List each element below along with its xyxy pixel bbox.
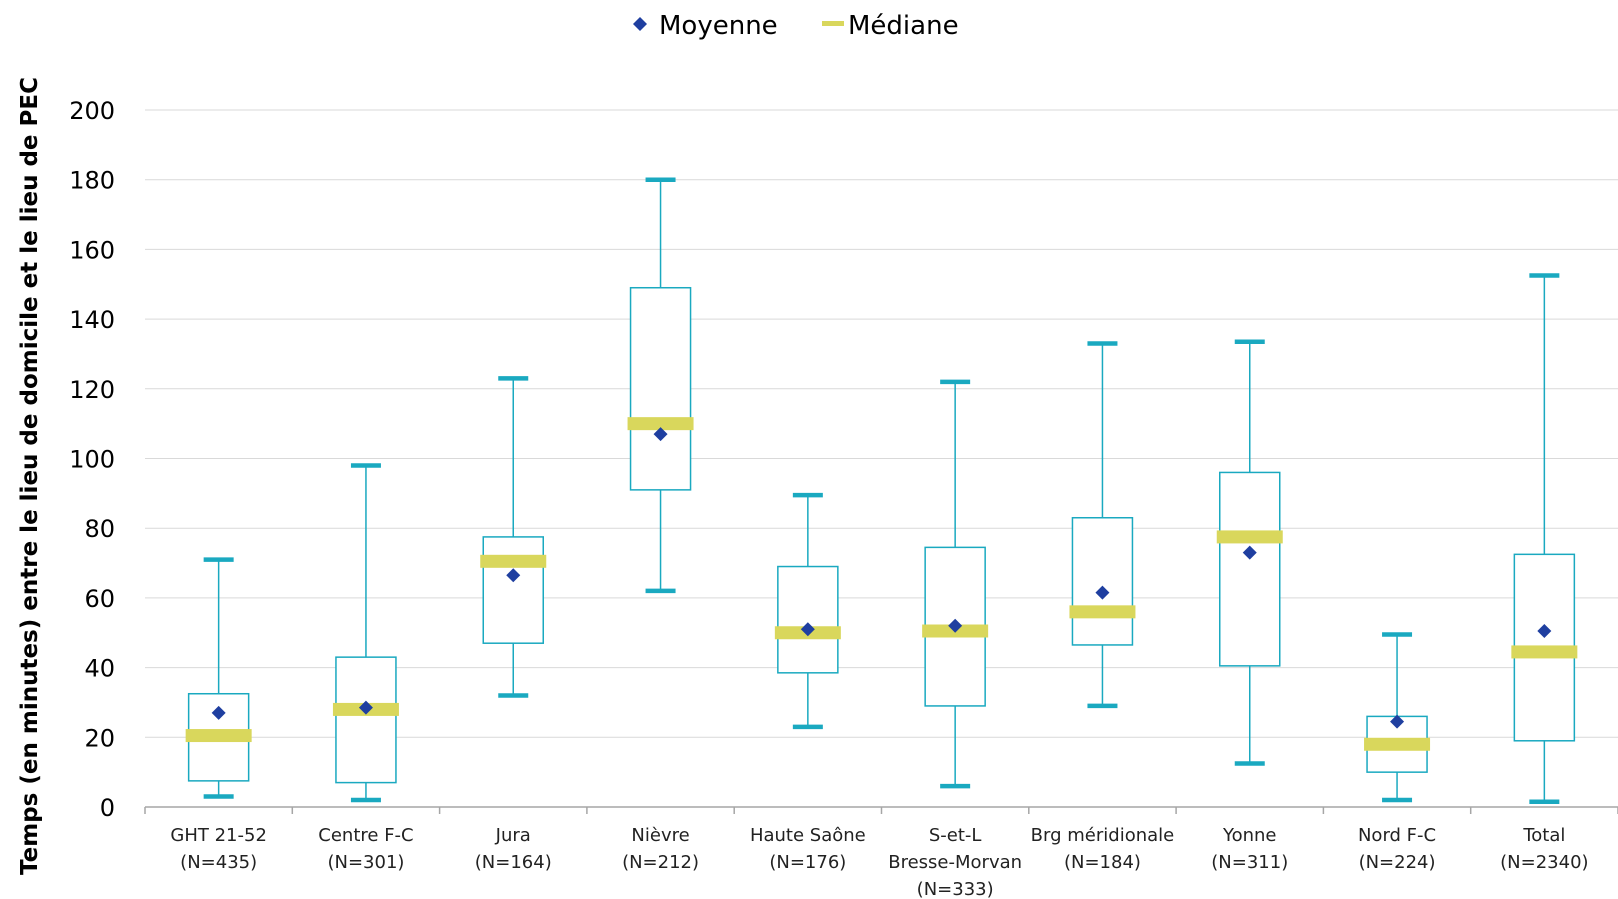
median-bar xyxy=(185,729,252,743)
x-category-label: (N=176) xyxy=(769,852,846,873)
y-tick-label: 40 xyxy=(84,655,115,683)
x-category-label: (N=2340) xyxy=(1500,852,1588,873)
box-group xyxy=(185,557,252,799)
box-group xyxy=(1511,273,1578,805)
y-tick-label: 80 xyxy=(84,515,115,543)
y-tick-label: 140 xyxy=(69,306,115,334)
box-iqr xyxy=(482,536,544,644)
x-category-label: Jura xyxy=(495,825,531,846)
box-iqr xyxy=(1219,471,1281,667)
x-category-label: (N=333) xyxy=(917,879,994,899)
x-category-label: Brg méridionale xyxy=(1031,825,1175,846)
x-category-label: Centre F-C xyxy=(318,825,413,846)
y-tick-label: 120 xyxy=(69,376,115,404)
mean-marker xyxy=(653,427,668,442)
median-bar xyxy=(1511,645,1578,659)
x-category-label: Yonne xyxy=(1222,825,1277,846)
y-tick-label: 200 xyxy=(69,97,115,125)
mean-marker xyxy=(1390,714,1405,729)
x-category-label: (N=301) xyxy=(327,852,404,873)
y-axis-label: Temps (en minutes) entre le lieu de domi… xyxy=(17,77,43,875)
mean-marker xyxy=(506,568,521,583)
box-iqr xyxy=(335,656,397,784)
mean-marker xyxy=(358,700,373,715)
mean-marker xyxy=(800,622,815,637)
x-category-label: (N=212) xyxy=(622,852,699,873)
mean-marker xyxy=(1242,545,1257,560)
y-tick-label: 20 xyxy=(84,724,115,752)
median-bar xyxy=(1216,530,1283,544)
box-series xyxy=(185,177,1578,805)
box-group xyxy=(922,379,989,789)
y-tick-label: 0 xyxy=(100,794,115,822)
x-category-label: (N=311) xyxy=(1211,852,1288,873)
box-iqr xyxy=(1071,516,1134,646)
median-bar xyxy=(1364,737,1431,751)
box-group xyxy=(1364,632,1431,803)
x-category-label: Total xyxy=(1522,825,1565,846)
median-bar xyxy=(480,554,547,568)
x-category-label: (N=164) xyxy=(475,852,552,873)
mean-marker xyxy=(211,705,226,720)
legend-median-label: Médiane xyxy=(848,11,959,41)
y-tick-label: 160 xyxy=(69,236,115,264)
y-tick-label: 100 xyxy=(69,446,115,474)
box-group xyxy=(774,492,841,730)
legend-mean-label: Moyenne xyxy=(659,11,778,41)
x-axis: GHT 21-52 (N=435) Centre F-C (N=301) Jura (N=… xyxy=(144,806,1618,899)
box-group xyxy=(332,463,399,803)
y-tick-label: 180 xyxy=(69,167,115,195)
x-category-label: Nord F-C xyxy=(1358,825,1436,846)
legend-median-marker xyxy=(822,21,844,26)
x-category-label: (N=184) xyxy=(1064,852,1141,873)
box-iqr xyxy=(777,565,839,674)
legend: Moyenne Médiane xyxy=(633,11,959,41)
box-group xyxy=(1069,341,1136,709)
x-category-label: Haute Saône xyxy=(750,825,866,846)
mean-marker xyxy=(948,618,963,633)
legend-mean-marker xyxy=(633,17,647,31)
box-group xyxy=(627,177,694,594)
box-group xyxy=(1216,339,1283,766)
box-group xyxy=(480,376,547,698)
mean-marker xyxy=(1537,624,1552,639)
x-category-label: Nièvre xyxy=(631,825,689,846)
y-axis-ticks: 0 20 40 60 80 100 120 140 160 180 200 xyxy=(69,97,115,822)
x-category-label: S-et-L xyxy=(929,825,982,846)
x-category-label: (N=224) xyxy=(1359,852,1436,873)
x-category-label: (N=435) xyxy=(180,852,257,873)
y-tick-label: 60 xyxy=(84,585,115,613)
x-category-label: Bresse-Morvan xyxy=(888,852,1022,873)
median-bar xyxy=(627,417,694,431)
median-bar xyxy=(1069,605,1136,619)
x-category-label: GHT 21-52 xyxy=(170,825,267,846)
box-iqr xyxy=(629,286,692,491)
mean-marker xyxy=(1095,585,1110,600)
